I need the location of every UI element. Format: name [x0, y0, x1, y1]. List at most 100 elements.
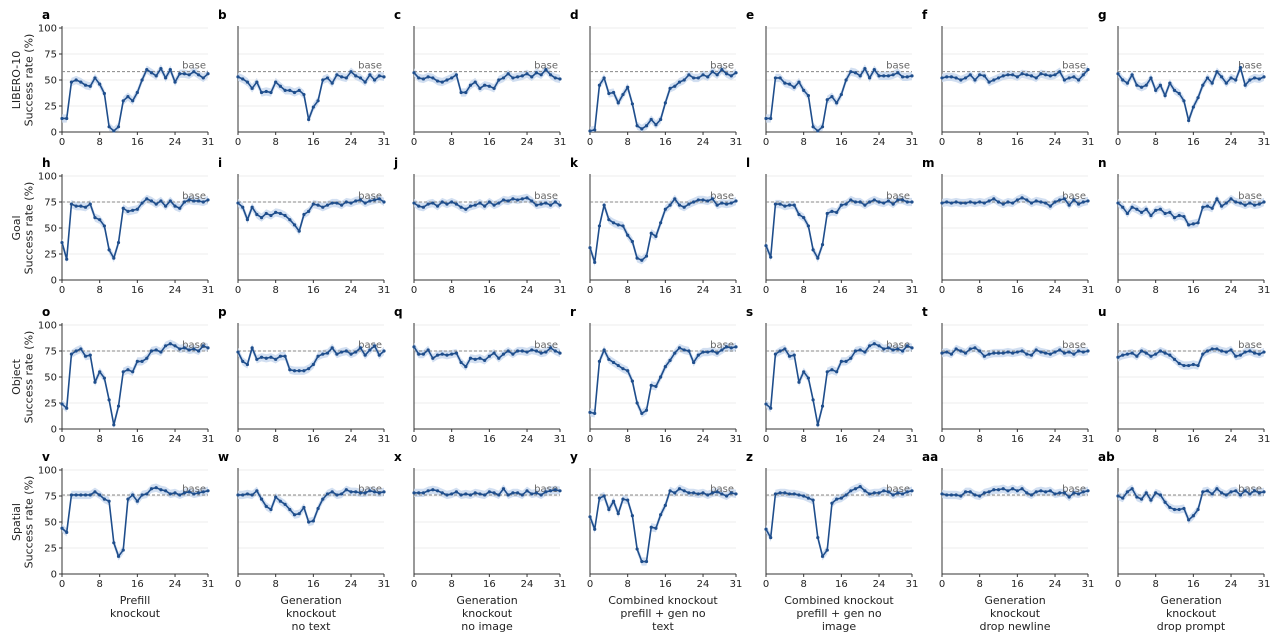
x-axis-label-line: knockout: [286, 607, 337, 620]
data-point: [787, 354, 792, 358]
data-point: [79, 80, 83, 84]
x-tick-label: 8: [624, 434, 630, 445]
data-point: [844, 359, 848, 363]
data-point: [849, 70, 853, 74]
data-point: [1062, 78, 1067, 82]
data-point: [668, 358, 672, 362]
data-point: [773, 202, 778, 206]
data-point: [1015, 350, 1019, 354]
x-tick-label: 0: [939, 434, 945, 445]
data-point: [1058, 70, 1062, 74]
data-point: [164, 489, 168, 493]
data-point: [891, 202, 895, 206]
data-point: [806, 496, 810, 500]
data-point: [445, 78, 449, 82]
data-point: [954, 493, 958, 497]
x-tick-label: 31: [906, 434, 919, 445]
data-point: [982, 201, 986, 205]
data-point: [539, 73, 543, 77]
data-point: [835, 101, 839, 105]
data-point: [93, 216, 97, 220]
x-tick-label: 24: [697, 137, 710, 148]
data-point: [853, 349, 858, 353]
x-axis-label-line: prefill + gen no: [796, 607, 881, 620]
data-point: [654, 123, 658, 127]
data-point: [344, 349, 348, 353]
data-point: [558, 351, 562, 355]
data-point: [900, 492, 905, 496]
y-tick-label: 75: [44, 492, 57, 503]
data-point: [1172, 507, 1177, 512]
data-point: [797, 380, 801, 384]
x-axis-label-line: Generation: [1160, 594, 1221, 607]
data-point: [135, 359, 139, 363]
data-point: [126, 497, 130, 501]
data-point: [816, 256, 820, 260]
y-tick-label: 0: [51, 425, 57, 436]
data-point: [1067, 203, 1071, 207]
data-point: [173, 344, 177, 348]
data-point: [60, 240, 64, 245]
data-point: [1224, 81, 1228, 85]
data-point: [783, 204, 787, 208]
data-point: [692, 200, 696, 204]
data-point: [168, 342, 172, 346]
base-label: base: [1238, 191, 1262, 202]
x-axis-label-line: knockout: [110, 607, 161, 620]
data-point: [65, 116, 69, 121]
data-point: [159, 66, 163, 71]
data-point: [1168, 210, 1172, 214]
data-point: [1044, 490, 1048, 494]
data-point: [635, 256, 639, 260]
data-point: [311, 105, 315, 109]
data-point: [102, 91, 106, 96]
data-point: [626, 233, 630, 237]
data-point: [616, 223, 620, 227]
data-point: [853, 487, 858, 491]
data-point: [454, 202, 458, 206]
data-point: [492, 351, 496, 355]
data-point: [548, 489, 553, 493]
x-tick-label: 16: [1011, 137, 1024, 148]
data-point: [616, 512, 620, 516]
data-point: [1130, 205, 1134, 209]
data-point: [816, 129, 820, 133]
data-point: [734, 345, 738, 349]
data-point: [896, 198, 900, 202]
data-point: [534, 203, 539, 207]
data-point: [802, 370, 806, 374]
data-point: [896, 491, 900, 495]
data-point: [640, 127, 644, 131]
x-tick-label: 16: [1187, 579, 1200, 590]
data-point: [797, 493, 801, 497]
data-point: [949, 75, 954, 79]
series-line: [589, 198, 737, 264]
data-point: [335, 201, 339, 205]
data-point: [1215, 487, 1219, 491]
data-point: [820, 125, 825, 129]
base-label: base: [358, 61, 382, 72]
data-point: [421, 77, 426, 81]
data-point: [797, 80, 801, 84]
data-point: [159, 488, 163, 492]
data-point: [825, 98, 829, 102]
data-point: [196, 73, 201, 77]
data-point: [996, 351, 1001, 355]
data-point: [1201, 490, 1205, 494]
data-point: [483, 204, 487, 208]
y-tick-label: 50: [44, 518, 57, 529]
data-point: [1234, 78, 1238, 82]
series-line: [589, 346, 737, 415]
x-tick-label: 16: [483, 434, 496, 445]
data-point: [1234, 354, 1238, 358]
data-point: [302, 212, 306, 217]
data-point: [621, 224, 625, 228]
data-point: [959, 78, 963, 82]
confidence-band: [62, 194, 208, 264]
data-point: [1001, 74, 1005, 78]
data-point: [65, 257, 69, 261]
data-point: [945, 493, 949, 497]
data-point: [1257, 352, 1261, 356]
data-point: [255, 80, 259, 84]
